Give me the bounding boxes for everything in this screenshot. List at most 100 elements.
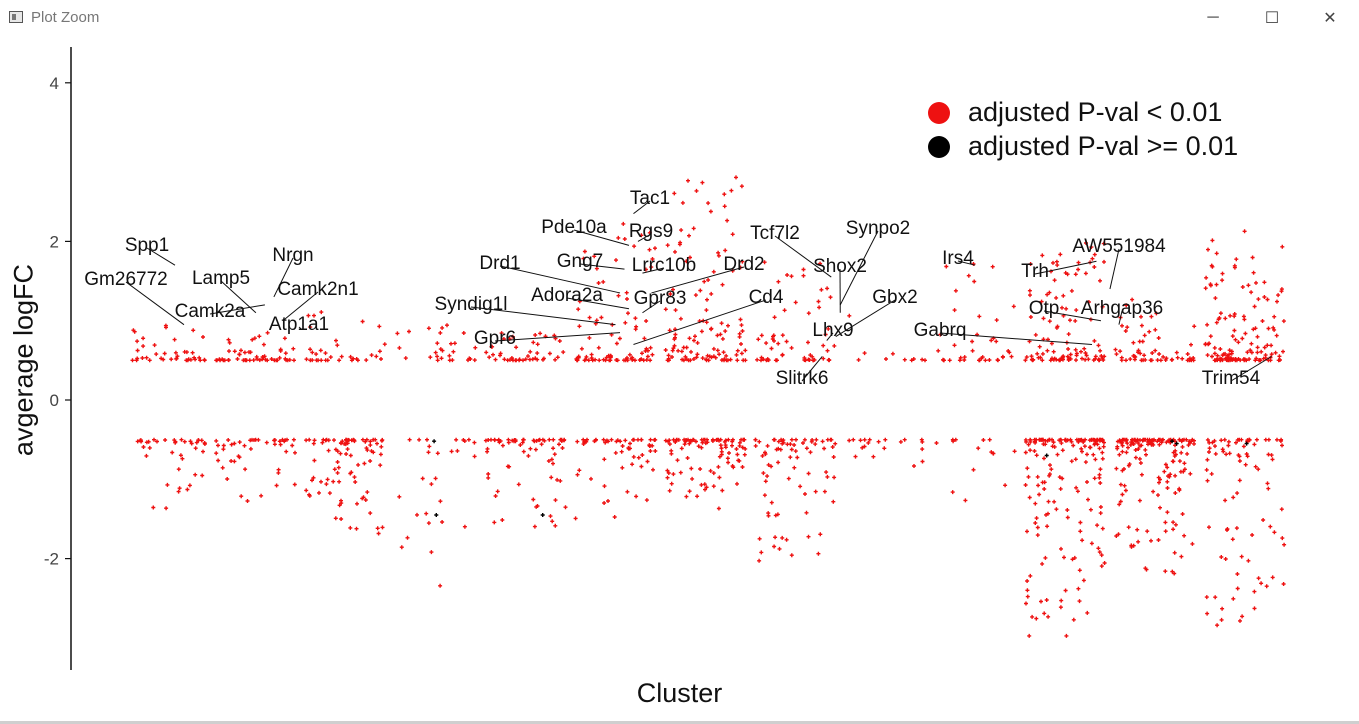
data-point [648, 358, 653, 363]
data-point-nonsig [1244, 441, 1249, 446]
data-point [1049, 467, 1054, 472]
data-point [739, 437, 744, 442]
data-point [666, 356, 671, 361]
data-point [1085, 610, 1090, 615]
data-point [1188, 441, 1192, 445]
data-point [776, 279, 781, 284]
data-point [853, 454, 858, 459]
data-point [426, 326, 431, 331]
data-point [807, 358, 812, 362]
data-point [1040, 253, 1045, 258]
data-point [804, 510, 809, 515]
data-point [789, 437, 794, 442]
maximize-button[interactable]: ☐ [1264, 10, 1280, 27]
data-point [537, 438, 541, 443]
data-point [1098, 278, 1102, 283]
data-point [1268, 524, 1273, 529]
data-point [757, 536, 762, 541]
data-point [1102, 354, 1107, 359]
data-point [1080, 449, 1084, 454]
data-point [484, 350, 489, 355]
data-point [847, 313, 852, 318]
data-point [723, 248, 728, 253]
data-point [776, 341, 781, 346]
data-point [1142, 437, 1147, 442]
data-point [970, 348, 975, 353]
data-point [200, 473, 205, 478]
data-point [403, 356, 408, 361]
data-point [1173, 452, 1178, 457]
data-point [822, 489, 827, 494]
data-point [789, 447, 794, 452]
data-point [640, 351, 644, 356]
data-point [679, 349, 684, 354]
data-point [1046, 614, 1051, 619]
data-point [1088, 445, 1093, 450]
data-point [883, 437, 888, 442]
data-point [1233, 337, 1238, 342]
data-point [308, 325, 313, 330]
data-point [1165, 465, 1170, 470]
data-point [1223, 498, 1228, 503]
data-point [548, 514, 553, 519]
data-point [216, 458, 221, 463]
data-point [615, 358, 620, 363]
minimize-button[interactable]: ─ [1207, 9, 1219, 26]
data-point [1059, 546, 1063, 551]
annotation-leader-line [146, 247, 176, 266]
data-point [248, 446, 253, 451]
data-point [792, 465, 797, 470]
data-point [667, 442, 672, 447]
data-point [620, 444, 625, 448]
data-point [1098, 505, 1103, 509]
data-point [201, 449, 205, 454]
data-point [1171, 450, 1176, 455]
data-point [1260, 319, 1265, 323]
data-point [1081, 578, 1086, 583]
data-point [703, 487, 707, 492]
data-point [1162, 469, 1167, 474]
data-point [1174, 350, 1179, 355]
data-point [808, 450, 813, 455]
data-point [700, 356, 705, 361]
data-point [1065, 508, 1070, 512]
data-point [757, 439, 762, 444]
data-point [188, 357, 193, 362]
data-point [1264, 584, 1269, 589]
data-point [433, 476, 438, 481]
data-point [291, 437, 296, 442]
data-point [828, 295, 833, 300]
data-point [731, 465, 736, 470]
data-point [1131, 340, 1136, 345]
data-point [1189, 342, 1193, 347]
data-point [1148, 439, 1153, 443]
data-point [1043, 555, 1048, 560]
close-button[interactable]: ✕ [1323, 10, 1337, 27]
data-point [1138, 461, 1143, 465]
data-point [1118, 349, 1123, 354]
data-point [719, 358, 724, 363]
data-point [440, 325, 445, 330]
data-point [1212, 438, 1217, 443]
data-point [1096, 343, 1101, 348]
data-point [755, 357, 760, 362]
data-point [966, 273, 971, 278]
data-point [292, 358, 296, 363]
data-point [553, 498, 558, 503]
data-point [793, 449, 798, 454]
data-point [562, 438, 566, 443]
data-point [681, 358, 686, 363]
data-point [1009, 354, 1014, 359]
data-point [776, 460, 781, 465]
data-point [1241, 444, 1246, 449]
data-point [825, 286, 830, 291]
data-point [510, 334, 515, 339]
data-point [1033, 501, 1038, 506]
data-point [1090, 256, 1095, 261]
data-point [1272, 314, 1277, 319]
data-point [1252, 442, 1257, 447]
data-point [1074, 358, 1078, 363]
data-point [685, 456, 690, 460]
data-point [1229, 349, 1234, 354]
data-point [1048, 463, 1052, 468]
